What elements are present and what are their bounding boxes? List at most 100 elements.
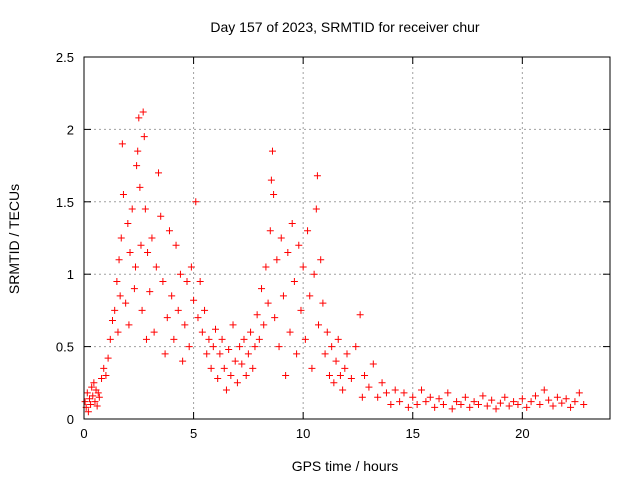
- data-point: [83, 389, 91, 397]
- data-point: [382, 389, 390, 397]
- data-point: [201, 306, 209, 314]
- data-point: [553, 393, 561, 401]
- x-tick-label: 15: [406, 426, 420, 441]
- axis-ticks: [83, 56, 610, 420]
- data-point: [404, 403, 412, 411]
- data-point: [144, 248, 152, 256]
- data-point: [418, 386, 426, 394]
- data-point: [100, 364, 108, 372]
- data-point: [273, 256, 281, 264]
- data-point: [448, 405, 456, 413]
- y-tick-label: 1: [67, 267, 74, 282]
- data-point: [196, 277, 204, 285]
- data-point: [140, 133, 148, 141]
- data-point: [205, 335, 213, 343]
- x-tick-label: 20: [515, 426, 529, 441]
- data-point: [435, 395, 443, 403]
- data-point: [106, 335, 114, 343]
- data-point: [299, 263, 307, 271]
- data-point: [216, 350, 224, 358]
- data-point: [194, 314, 202, 322]
- x-tick-labels: 0 5 10 15 20: [80, 426, 529, 441]
- data-point: [225, 345, 233, 353]
- data-point: [111, 306, 119, 314]
- data-point: [475, 401, 482, 409]
- data-point: [258, 285, 266, 293]
- data-point: [317, 256, 325, 264]
- data-point: [483, 402, 491, 410]
- data-point: [187, 263, 195, 271]
- data-point: [220, 364, 228, 372]
- data-point: [126, 248, 134, 256]
- data-point: [549, 402, 557, 410]
- data-point: [94, 389, 102, 397]
- data-point: [413, 401, 421, 409]
- data-point: [457, 401, 465, 409]
- data-point: [88, 383, 96, 391]
- data-point: [356, 311, 364, 319]
- data-point: [308, 364, 316, 372]
- data-point: [98, 374, 106, 382]
- data-point: [255, 335, 263, 343]
- data-point: [315, 321, 323, 329]
- y-tick-label: 2.5: [56, 50, 74, 65]
- data-point: [124, 220, 132, 228]
- data-point: [488, 396, 496, 404]
- data-point: [341, 364, 349, 372]
- data-point: [444, 389, 452, 397]
- data-point: [95, 393, 103, 401]
- data-point: [266, 227, 274, 235]
- data-point: [155, 169, 163, 177]
- data-point: [136, 183, 144, 191]
- plot-frame: [83, 56, 611, 420]
- data-point: [212, 325, 219, 333]
- data-point: [176, 270, 184, 278]
- data-point: [133, 162, 141, 170]
- data-point: [580, 401, 588, 409]
- data-point: [128, 205, 136, 213]
- data-point: [203, 350, 211, 358]
- data-point: [192, 198, 200, 206]
- data-point: [336, 372, 344, 380]
- data-point: [238, 360, 246, 368]
- data-point: [339, 386, 347, 394]
- data-point: [198, 328, 206, 336]
- data-point: [85, 395, 93, 403]
- data-point: [114, 328, 122, 336]
- data-point: [119, 191, 127, 199]
- data-point: [323, 328, 331, 336]
- data-point: [113, 277, 121, 285]
- data-point: [222, 386, 230, 394]
- data-point: [284, 248, 292, 256]
- y-tick-label: 0: [67, 412, 74, 427]
- data-point: [236, 343, 244, 351]
- data-point: [163, 314, 171, 322]
- data-point: [165, 227, 173, 235]
- data-point: [271, 314, 279, 322]
- data-point: [575, 389, 583, 397]
- data-point: [159, 277, 167, 285]
- data-point: [115, 256, 123, 264]
- data-point: [391, 386, 399, 394]
- data-point: [275, 343, 283, 351]
- data-point: [260, 321, 268, 329]
- data-points: [81, 108, 588, 416]
- data-point: [253, 311, 261, 319]
- data-point: [122, 299, 130, 307]
- data-point: [267, 176, 275, 184]
- data-point: [293, 350, 301, 358]
- data-point: [148, 234, 156, 242]
- data-point: [150, 328, 158, 336]
- data-point: [242, 372, 250, 380]
- data-point: [400, 389, 408, 397]
- data-point: [396, 398, 404, 406]
- y-axis-label: SRMTID / TECUs: [6, 184, 22, 294]
- data-point: [81, 398, 89, 406]
- data-point: [492, 405, 500, 413]
- data-point: [249, 364, 257, 372]
- data-point: [233, 379, 241, 387]
- x-tick-label: 0: [80, 426, 87, 441]
- data-point: [332, 357, 340, 365]
- data-point: [102, 372, 110, 380]
